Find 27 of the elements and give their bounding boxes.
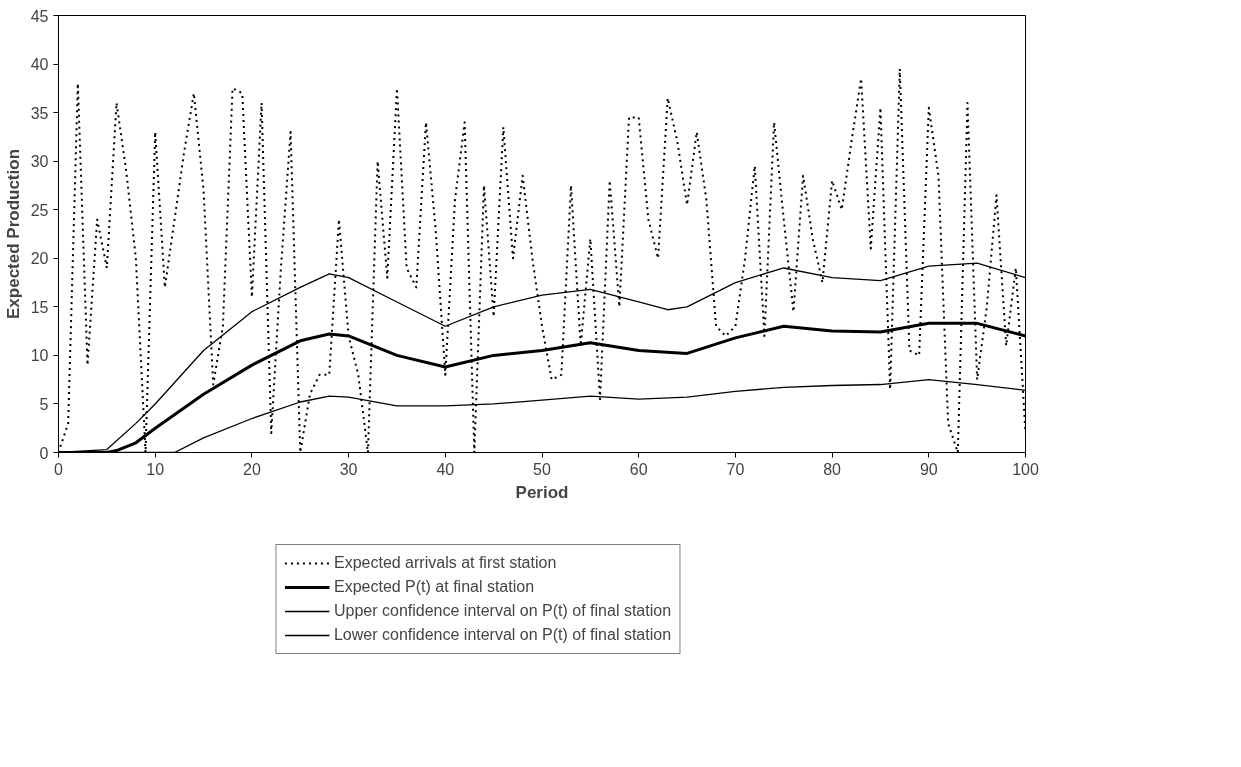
y-tick-label: 20 bbox=[30, 250, 49, 268]
x-tick-label: 90 bbox=[919, 460, 938, 478]
y-tick-label: 35 bbox=[30, 104, 49, 122]
legend-label: Expected arrivals at first station bbox=[333, 554, 557, 572]
x-tick-label: 60 bbox=[629, 460, 648, 478]
legend-label: Expected P(t) at final station bbox=[333, 578, 535, 596]
x-tick-label: 50 bbox=[533, 460, 551, 478]
y-tick-label: 30 bbox=[30, 153, 49, 171]
x-axis-title: Period bbox=[515, 482, 569, 502]
y-tick-label: 5 bbox=[39, 395, 49, 413]
y-tick-label: 45 bbox=[30, 7, 49, 25]
x-tick-label: 100 bbox=[1012, 460, 1039, 478]
y-tick-label: 25 bbox=[30, 201, 49, 219]
x-tick-label: 20 bbox=[243, 460, 261, 478]
y-tick-label: 40 bbox=[30, 56, 49, 74]
legend-label: Lower confidence interval on P(t) of final station bbox=[333, 626, 672, 644]
x-tick-label: 80 bbox=[823, 460, 842, 478]
y-axis-title: Expected Production bbox=[3, 148, 23, 320]
x-tick-label: 30 bbox=[339, 460, 358, 478]
y-tick-label: 15 bbox=[30, 298, 49, 316]
legend-label: Upper confidence interval on P(t) of final station bbox=[333, 602, 672, 620]
x-tick-label: 70 bbox=[726, 460, 745, 478]
x-tick-label: 0 bbox=[54, 460, 64, 478]
y-tick-label: 0 bbox=[39, 444, 49, 462]
y-tick-label: 10 bbox=[30, 347, 49, 365]
x-tick-label: 10 bbox=[146, 460, 165, 478]
x-tick-label: 40 bbox=[436, 460, 455, 478]
